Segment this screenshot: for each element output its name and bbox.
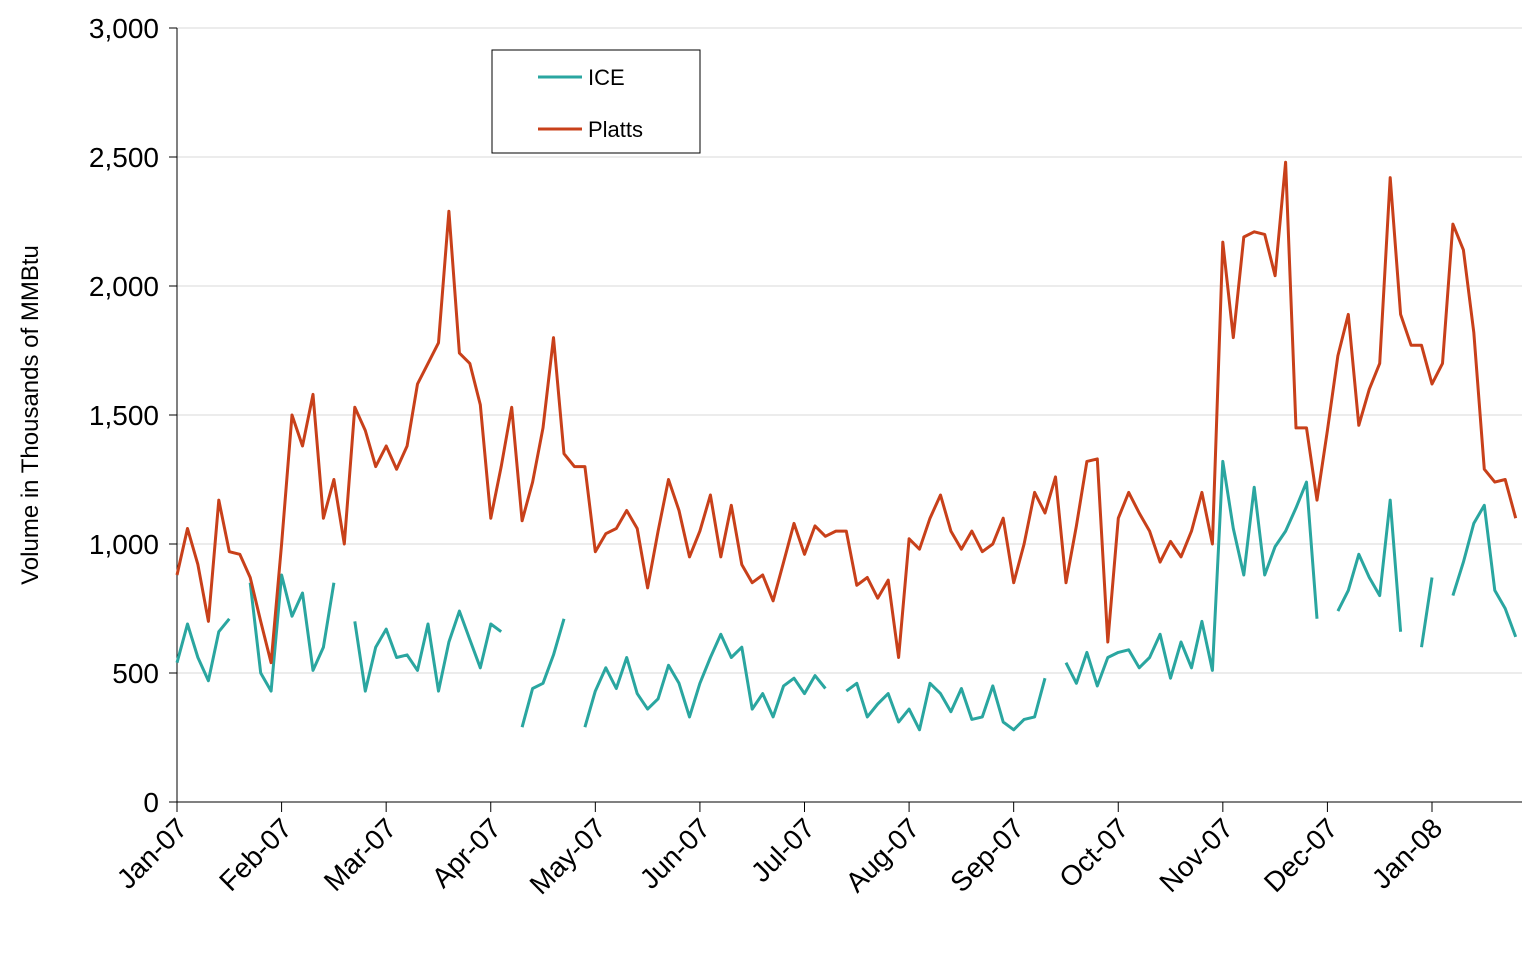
x-tick-label: Aug-07 [840,812,926,898]
x-tick-label: May-07 [524,812,612,900]
y-axis-label: Volume in Thousands of MMBtu [17,245,44,585]
x-tick-label: Jan-07 [111,812,193,894]
y-tick-label: 0 [143,787,159,818]
legend: ICE Platts [491,49,701,154]
x-tick-label: Nov-07 [1153,812,1239,898]
y-tick-label: 1,000 [89,529,159,560]
y-tick-label: 500 [112,658,159,689]
series-line [175,459,1518,732]
x-tick-label: Feb-07 [213,812,298,897]
legend-label: ICE [588,65,625,90]
y-tick-label: 3,000 [89,13,159,44]
x-tick-label: Jul-07 [745,812,821,888]
x-tick-label: Jun-07 [634,812,716,894]
x-tick-label: Mar-07 [318,812,403,897]
series-line [175,160,1518,665]
x-tick-label: Dec-07 [1258,812,1344,898]
y-tick-label: 2,500 [89,142,159,173]
x-tick-label: Jan-08 [1366,812,1448,894]
x-tick-label: Sep-07 [944,812,1030,898]
y-tick-label: 2,000 [89,271,159,302]
legend-box [491,49,701,154]
legend-label: Platts [588,117,643,142]
x-tick-label: Apr-07 [426,812,507,893]
y-tick-label: 1,500 [89,400,159,431]
x-tick-label: Oct-07 [1053,812,1134,893]
